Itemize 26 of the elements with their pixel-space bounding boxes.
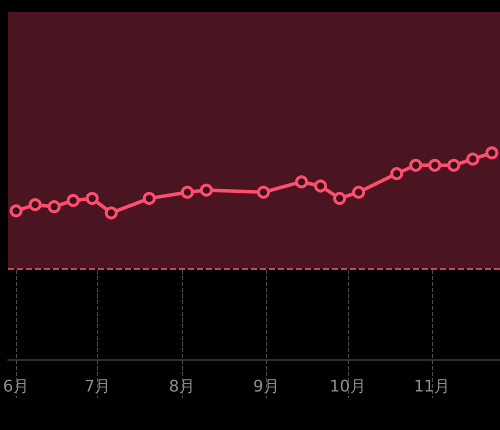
point — [104, 206, 118, 220]
point — [314, 180, 328, 192]
point — [428, 158, 442, 172]
point — [485, 146, 498, 160]
point — [447, 158, 460, 172]
point — [66, 194, 80, 207]
point — [390, 167, 404, 180]
point — [333, 192, 346, 205]
point — [48, 200, 61, 214]
x-tick-label: 10月 — [330, 376, 366, 396]
x-tick-label: 11月 — [414, 376, 450, 396]
x-tick-label: 7月 — [84, 376, 111, 396]
point — [142, 192, 156, 205]
point — [200, 184, 213, 197]
point — [466, 152, 480, 166]
x-tick-label: 6月 — [2, 376, 30, 396]
point — [86, 192, 99, 205]
point — [180, 186, 194, 199]
point — [409, 158, 422, 172]
point — [10, 204, 23, 218]
point — [256, 186, 270, 199]
point — [352, 186, 366, 199]
point — [28, 198, 42, 212]
x-tick-label: 8月 — [168, 376, 196, 396]
point — [295, 175, 308, 188]
x-tick-label: 9月 — [253, 376, 280, 396]
